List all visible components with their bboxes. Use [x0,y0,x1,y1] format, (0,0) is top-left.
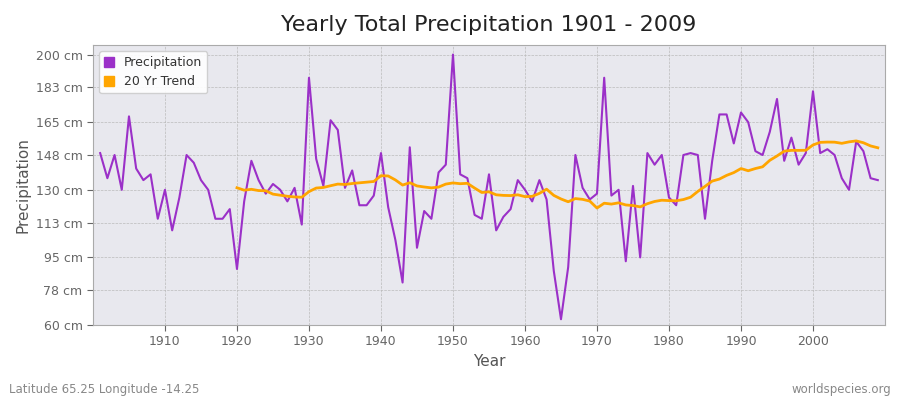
Precipitation [152,216,163,221]
20 Yr Trend [685,195,696,200]
20 Yr Trend [591,206,602,210]
Y-axis label: Precipitation: Precipitation [15,137,30,233]
Precipitation [872,178,883,182]
20 Yr Trend [231,185,242,190]
Line: Precipitation: Precipitation [100,54,878,319]
Precipitation [447,52,458,57]
Precipitation [555,317,566,322]
20 Yr Trend [858,140,868,145]
20 Yr Trend [786,148,796,153]
Precipitation [519,187,530,192]
Precipitation [310,156,321,161]
Line: 20 Yr Trend: 20 Yr Trend [237,141,878,208]
20 Yr Trend [850,138,861,143]
Precipitation [354,203,364,208]
20 Yr Trend [771,154,782,158]
20 Yr Trend [426,186,436,190]
Text: worldspecies.org: worldspecies.org [791,383,891,396]
Title: Yearly Total Precipitation 1901 - 2009: Yearly Total Precipitation 1901 - 2009 [282,15,697,35]
X-axis label: Year: Year [472,354,505,369]
Precipitation [526,199,537,204]
20 Yr Trend [872,145,883,150]
20 Yr Trend [318,185,328,190]
Legend: Precipitation, 20 Yr Trend: Precipitation, 20 Yr Trend [99,51,208,93]
Text: Latitude 65.25 Longitude -14.25: Latitude 65.25 Longitude -14.25 [9,383,200,396]
Precipitation [94,151,105,156]
Precipitation [620,259,631,264]
